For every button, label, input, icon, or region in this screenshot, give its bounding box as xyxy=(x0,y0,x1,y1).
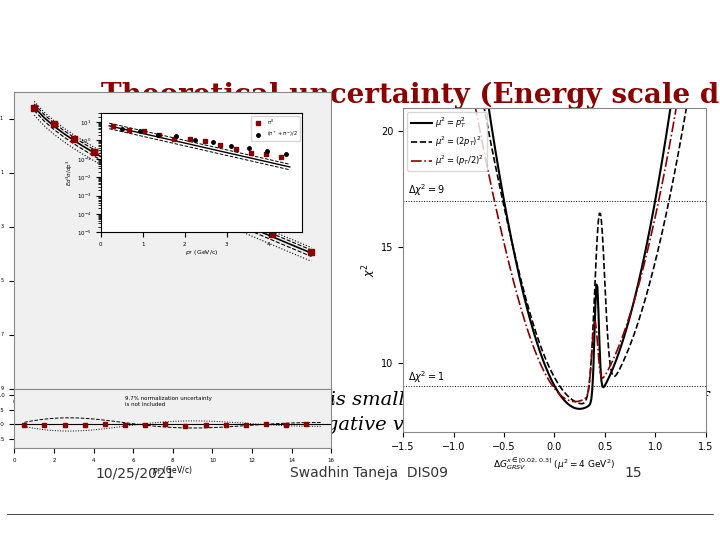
Text: $\Delta\chi^2=1$: $\Delta\chi^2=1$ xyxy=(408,369,445,385)
Text: 15: 15 xyxy=(625,466,642,480)
$\mu^2=(2p_T)^2$ xyxy=(580,400,588,406)
Text: ΔG but is sizable for negative values.: ΔG but is sizable for negative values. xyxy=(96,416,462,434)
$\mu^2=(p_T/2)^2$ xyxy=(580,396,588,402)
Text: Swadhin Taneja  DIS09: Swadhin Taneja DIS09 xyxy=(290,466,448,480)
Y-axis label: $E d^3\sigma/dp^3$: $E d^3\sigma/dp^3$ xyxy=(65,159,75,186)
$\mu^2=(p_T/2)^2$ xyxy=(585,381,593,388)
$\mu^2=p_T^2$ xyxy=(400,82,408,88)
Text: arXiv:0810.0694: arXiv:0810.0694 xyxy=(425,129,551,144)
$\mu^2=p_T^2$ xyxy=(399,82,408,88)
Text: NLO pQCD
(by W.Vogelsang)
CTEQ6M PDF; KKP FF
$\mu$= $p_T$/2, $p_T$, 2$p_T$: NLO pQCD (by W.Vogelsang) CTEQ6M PDF; KK… xyxy=(125,175,191,202)
Y-axis label: $\chi^2$: $\chi^2$ xyxy=(360,263,378,277)
$\mu^2=p_T^2$ xyxy=(701,82,710,88)
$\mu^2=(2p_T)^2$ xyxy=(577,401,585,407)
Line: $\mu^2=(p_T/2)^2$: $\mu^2=(p_T/2)^2$ xyxy=(403,85,706,402)
$\mu^2=p_T^2$ xyxy=(585,402,593,408)
$\mu^2=(2p_T)^2$ xyxy=(400,82,408,88)
$\mu^2=(p_T/2)^2$ xyxy=(571,399,580,405)
$\mu^2=(2p_T)^2$ xyxy=(399,82,408,88)
$\mu^2=p_T^2$ xyxy=(654,176,663,182)
Legend: $\pi^0$, $(\pi^++\pi^-)/2$: $\pi^0$, $(\pi^++\pi^-)/2$ xyxy=(251,116,300,141)
$\mu^2=(p_T/2)^2$ xyxy=(399,82,408,88)
$\mu^2=(2p_T)^2$ xyxy=(579,400,588,407)
$\mu^2=p_T^2$ xyxy=(579,405,588,411)
$\mu^2=(p_T/2)^2$ xyxy=(579,396,588,403)
$\mu^2=(2p_T)^2$ xyxy=(701,82,710,88)
$\mu^2=(2p_T)^2$ xyxy=(674,150,683,157)
X-axis label: $p_T$ (GeV/c): $p_T$ (GeV/c) xyxy=(185,248,218,258)
$\mu^2=p_T^2$ xyxy=(674,82,683,88)
Text: Uncertainty from scale is small (0.1) for the positive values of: Uncertainty from scale is small (0.1) fo… xyxy=(96,391,707,409)
Legend: $\mu^2=p_T^2$, $\mu^2=(2p_T)^2$, $\mu^2=(p_T/2)^2$: $\mu^2=p_T^2$, $\mu^2=(2p_T)^2$, $\mu^2=… xyxy=(408,112,487,171)
Text: 9.7% normalization uncertainty
is not included: 9.7% normalization uncertainty is not in… xyxy=(125,396,212,407)
X-axis label: $\Delta G_{GRSV}^{x\in[0.02,0.3]}$ ($\mu^2=4$ GeV$^2$): $\Delta G_{GRSV}^{x\in[0.02,0.3]}$ ($\mu… xyxy=(493,456,616,471)
$\mu^2=(p_T/2)^2$ xyxy=(701,82,710,88)
$\mu^2=(p_T/2)^2$ xyxy=(674,93,683,99)
$\mu^2=p_T^2$ xyxy=(575,406,583,412)
$\mu^2=(2p_T)^2$ xyxy=(654,242,663,249)
Line: $\mu^2=(2p_T)^2$: $\mu^2=(2p_T)^2$ xyxy=(403,85,706,404)
Text: 10/25/2021: 10/25/2021 xyxy=(96,466,175,480)
Text: $\Delta\chi^2=9$: $\Delta\chi^2=9$ xyxy=(408,182,445,198)
$\mu^2=(p_T/2)^2$ xyxy=(654,195,663,202)
$\mu^2=(p_T/2)^2$ xyxy=(400,82,408,88)
$\mu^2=(2p_T)^2$ xyxy=(585,380,593,386)
X-axis label: $p_T$ (GeV/c): $p_T$ (GeV/c) xyxy=(153,464,193,477)
X-axis label: $p_T$ (GeV/c): $p_T$ (GeV/c) xyxy=(150,407,195,420)
Text: Theoretical uncertainty (Energy scale dependence): Theoretical uncertainty (Energy scale de… xyxy=(101,82,720,109)
$\mu^2=p_T^2$ xyxy=(580,405,588,411)
Line: $\mu^2=p_T^2$: $\mu^2=p_T^2$ xyxy=(403,85,706,409)
